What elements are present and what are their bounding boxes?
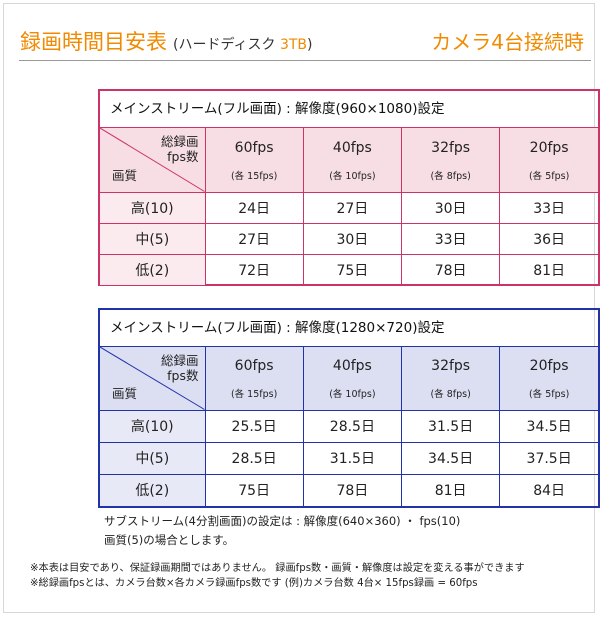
days-cell: 33日 <box>400 222 501 255</box>
subtitle-post: ) <box>307 37 313 53</box>
substream-line: サブストリーム(4分割画面)の設定は : 解像度(640×360) ・ fps(… <box>104 514 461 528</box>
fps-header: 20fps (各 5fps) <box>499 128 598 193</box>
corner-quality-label: 画質 <box>112 385 138 401</box>
corner-diagonal <box>100 347 205 410</box>
corner-fps-label: 総録画 fps数 <box>160 353 199 383</box>
fps-header: 40fps (各 10fps) <box>302 128 403 193</box>
table-row: 中(5) 27日 30日 33日 36日 <box>100 222 598 255</box>
days-cell: 34.5日 <box>499 409 598 443</box>
days-cell: 33日 <box>499 191 598 224</box>
table-row: 中(5) 28.5日 31.5日 34.5日 37.5日 <box>100 441 598 475</box>
days-cell: 31.5日 <box>302 441 403 475</box>
days-cell: 30日 <box>400 191 501 224</box>
days-cell: 78日 <box>400 253 501 285</box>
quality-label: 低(2) <box>100 253 206 285</box>
quality-label: 低(2) <box>100 473 206 506</box>
days-cell: 37.5日 <box>499 441 598 475</box>
fps-header: 20fps (各 5fps) <box>499 347 598 411</box>
days-cell: 78日 <box>302 473 403 506</box>
days-cell: 36日 <box>499 222 598 255</box>
corner-quality-label: 画質 <box>112 167 138 183</box>
days-cell: 28.5日 <box>204 441 304 475</box>
table-row: 低(2) 72日 75日 78日 81日 <box>100 253 598 285</box>
corner-diagonal <box>100 128 205 192</box>
subtitle-pre: (ハードディスク <box>173 37 280 53</box>
days-cell: 25.5日 <box>204 409 304 443</box>
fps-header: 32fps (各 8fps) <box>400 347 501 411</box>
substream-note: サブストリーム(4分割画面)の設定は : 解像度(640×360) ・ fps(… <box>104 512 460 550</box>
table-caption: メインストリーム(フル画面) : 解像度(1280×720)設定 <box>100 310 598 347</box>
footnote: ※総録画fpsとは、カメラ台数×各カメラ録画fps数です (例)カメラ台数 4台… <box>30 578 478 589</box>
fps-header: 60fps (各 15fps) <box>204 347 304 411</box>
corner-header: 総録画 fps数 画質 <box>100 128 206 193</box>
data-table: 総録画 fps数 画質 60fps (各 15fps) 40fps (各 10fps)… <box>100 347 598 506</box>
data-table: 総録画 fps数 画質 60fps (各 15fps) 40fps (各 10fps)… <box>100 128 598 285</box>
days-cell: 27日 <box>302 191 403 224</box>
header: 録画時間目安表 (ハードディスク 3TB) カメラ4台接続時 <box>20 26 592 56</box>
table-row: 低(2) 75日 78日 81日 84日 <box>100 473 598 506</box>
camera-count-title: カメラ4台接続時 <box>431 30 584 54</box>
days-cell: 75日 <box>204 473 304 506</box>
days-cell: 24日 <box>204 191 304 224</box>
quality-label: 高(10) <box>100 409 206 443</box>
subtitle: (ハードディスク 3TB) <box>173 37 312 53</box>
days-cell: 27日 <box>204 222 304 255</box>
days-cell: 81日 <box>499 253 598 285</box>
table-caption: メインストリーム(フル画面) : 解像度(960×1080)設定 <box>100 91 598 128</box>
header-divider <box>19 60 591 61</box>
table-row: 高(10) 25.5日 28.5日 31.5日 34.5日 <box>100 409 598 443</box>
days-cell: 81日 <box>400 473 501 506</box>
fps-header: 32fps (各 8fps) <box>400 128 501 193</box>
corner-fps-label: 総録画 fps数 <box>160 134 199 164</box>
days-cell: 75日 <box>302 253 403 285</box>
days-cell: 72日 <box>204 253 304 285</box>
subtitle-capacity: 3TB <box>279 37 308 53</box>
recording-table-1280x720: メインストリーム(フル画面) : 解像度(1280×720)設定 総録画 fps数… <box>98 308 600 508</box>
recording-table-960x1080: メインストリーム(フル画面) : 解像度(960×1080)設定 総録画 fps数… <box>98 89 600 286</box>
title-text: 録画時間目安表 <box>20 30 167 54</box>
days-cell: 31.5日 <box>400 409 501 443</box>
days-cell: 34.5日 <box>400 441 501 475</box>
page-title: 録画時間目安表 (ハードディスク 3TB) <box>20 26 312 56</box>
footnotes: ※本表は目安であり、保証録画期間ではありません。 録画fps数・画質・解像度は設… <box>30 561 525 591</box>
quality-label: 高(10) <box>100 191 206 224</box>
fps-header: 60fps (各 15fps) <box>204 128 304 193</box>
substream-line: 画質(5)の場合とします。 <box>104 533 235 547</box>
table-row: 高(10) 24日 27日 30日 33日 <box>100 191 598 224</box>
days-cell: 28.5日 <box>302 409 403 443</box>
fps-header: 40fps (各 10fps) <box>302 347 403 411</box>
corner-header: 総録画 fps数 画質 <box>100 347 206 411</box>
days-cell: 30日 <box>302 222 403 255</box>
footnote: ※本表は目安であり、保証録画期間ではありません。 録画fps数・画質・解像度は設… <box>30 563 525 574</box>
days-cell: 84日 <box>499 473 598 506</box>
quality-label: 中(5) <box>100 222 206 255</box>
quality-label: 中(5) <box>100 441 206 475</box>
